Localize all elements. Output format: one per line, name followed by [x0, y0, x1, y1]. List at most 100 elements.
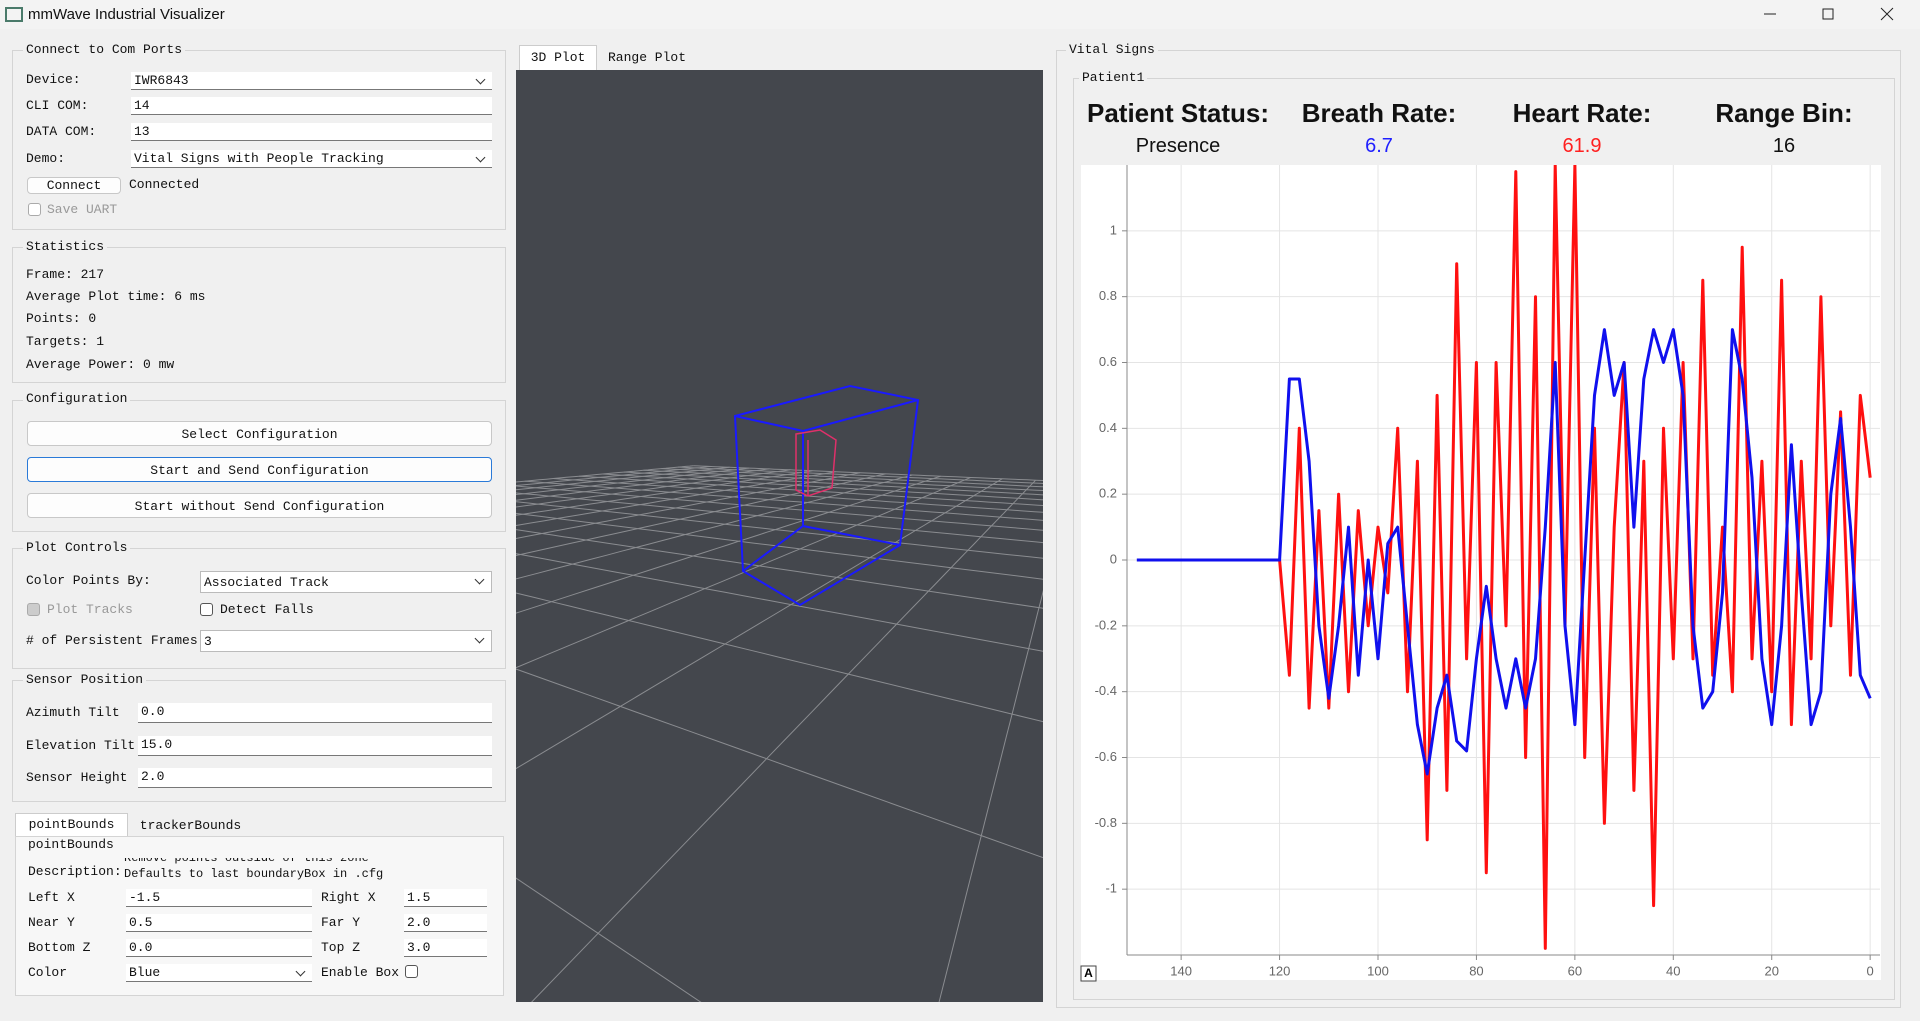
input[interactable]: 2.0: [404, 914, 487, 932]
stat: Average Plot time: 6 ms: [26, 289, 206, 304]
input[interactable]: 13: [131, 123, 492, 141]
y-tick-label: 1: [1110, 222, 1117, 237]
group-box: [12, 680, 506, 802]
y-tick-label: 0.2: [1099, 486, 1117, 501]
combo[interactable]: IWR6843: [131, 72, 492, 90]
input[interactable]: 1.5: [404, 889, 487, 907]
status-value: Presence: [1135, 135, 1221, 157]
description: Remove points outside of this zone Defau…: [124, 858, 494, 884]
stat: Frame: 217: [26, 267, 105, 282]
grid-line-3d: [516, 477, 971, 669]
checkbox[interactable]: [200, 603, 213, 616]
grid-line-3d: [516, 470, 813, 516]
label: DATA COM:: [26, 124, 97, 139]
grid-line-3d: [524, 480, 1043, 521]
label: Description:: [28, 864, 122, 879]
combo[interactable]: 3: [200, 630, 492, 652]
input[interactable]: 14: [131, 97, 492, 115]
series-line: [1136, 328, 1872, 776]
window-title: mmWave Industrial Visualizer: [28, 6, 225, 23]
label: Enable Box: [321, 965, 400, 980]
group-box: [1056, 50, 1901, 1008]
checkbox[interactable]: [28, 203, 41, 216]
y-tick-label: -0.4: [1095, 683, 1117, 698]
x-tick-label: 40: [1666, 964, 1680, 979]
group-box: [12, 50, 506, 230]
grid-line-3d: [516, 501, 1043, 559]
grid-line-3d: [516, 478, 1003, 770]
header: Patient Status:: [1086, 98, 1270, 128]
x-tick-label: 20: [1764, 964, 1778, 979]
y-tick-label: -1: [1105, 881, 1117, 896]
group-title: Vital Signs: [1066, 42, 1158, 57]
combo[interactable]: Blue: [126, 964, 312, 982]
checkbox[interactable]: [405, 965, 418, 978]
input[interactable]: 15.0: [138, 736, 492, 756]
group-title: Configuration: [23, 391, 131, 406]
grid-line-3d: [693, 465, 1043, 482]
stat: Average Power: 0 mw: [26, 357, 175, 372]
combo[interactable]: Vital Signs with People Tracking: [131, 150, 492, 168]
input[interactable]: -1.5: [126, 889, 312, 907]
close[interactable]: [1880, 7, 1894, 21]
label: Plot Tracks: [47, 602, 133, 617]
app-icon: [5, 7, 23, 22]
label: CLI COM:: [26, 98, 89, 113]
tab[interactable]: trackerBounds: [139, 818, 242, 833]
group-box: [1073, 78, 1895, 1000]
checkbox[interactable]: [27, 603, 40, 616]
label: Near Y: [28, 915, 75, 930]
x-tick-label: 0: [1867, 964, 1874, 979]
label: Demo:: [26, 151, 66, 166]
connect-button[interactable]: Connect: [27, 177, 121, 194]
grid-line-3d: [579, 475, 1043, 506]
x-tick-label: 60: [1568, 964, 1582, 979]
title-bar: [0, 0, 1920, 29]
input[interactable]: 3.0: [404, 939, 487, 957]
header: Range Bin:: [1715, 98, 1853, 128]
line: Defaults to last boundaryBox in .cfg: [124, 867, 384, 881]
tab[interactable]: 3D Plot: [519, 45, 597, 70]
grid-line-3d: [677, 466, 1043, 484]
stat: Points: 0: [26, 311, 97, 326]
group-title: Statistics: [23, 239, 108, 254]
breath-value: 6.7: [1365, 135, 1393, 157]
button[interactable]: Select Configuration: [27, 421, 492, 446]
y-tick-label: 0.8: [1099, 288, 1117, 303]
x-tick-label: 80: [1469, 964, 1483, 979]
grid-line-3d: [602, 473, 1043, 501]
grid-line-3d: [643, 469, 1043, 492]
heart-value: 61.9: [1562, 135, 1602, 157]
y-tick-label: 0.6: [1099, 354, 1117, 369]
combo[interactable]: Associated Track: [200, 571, 492, 593]
input[interactable]: 0.0: [126, 939, 312, 957]
restore[interactable]: [1822, 8, 1834, 20]
status: Connected: [129, 177, 200, 192]
tab[interactable]: pointBounds: [15, 813, 128, 837]
grid-line-3d: [516, 485, 1043, 531]
series-line: [1278, 165, 1872, 950]
x-tick-label: 100: [1367, 964, 1389, 979]
tab[interactable]: Range Plot: [607, 50, 686, 65]
stat: Targets: 1: [26, 334, 105, 349]
label: # of Persistent Frames: [26, 633, 198, 648]
header: Breath Rate:: [1301, 98, 1457, 128]
group-box: [12, 400, 506, 532]
grid-line-3d: [516, 553, 1043, 652]
label: Device:: [26, 72, 81, 87]
label: Elevation Tilt: [26, 738, 136, 753]
label: Color: [28, 965, 68, 980]
group-title: pointBounds: [28, 837, 114, 852]
auto-range[interactable]: [1080, 965, 1097, 982]
input[interactable]: 2.0: [138, 768, 492, 788]
input[interactable]: 0.5: [126, 914, 312, 932]
group-title: Connect to Com Ports: [23, 42, 186, 57]
input[interactable]: 0.0: [138, 703, 492, 723]
button[interactable]: Start without Send Configuration: [27, 493, 492, 518]
track-box: [733, 384, 920, 607]
x-tick-label: 120: [1269, 964, 1291, 979]
grid-line-3d: [516, 473, 886, 557]
button[interactable]: Start and Send Configuration: [27, 457, 492, 482]
group-title: Patient1: [1079, 70, 1148, 85]
